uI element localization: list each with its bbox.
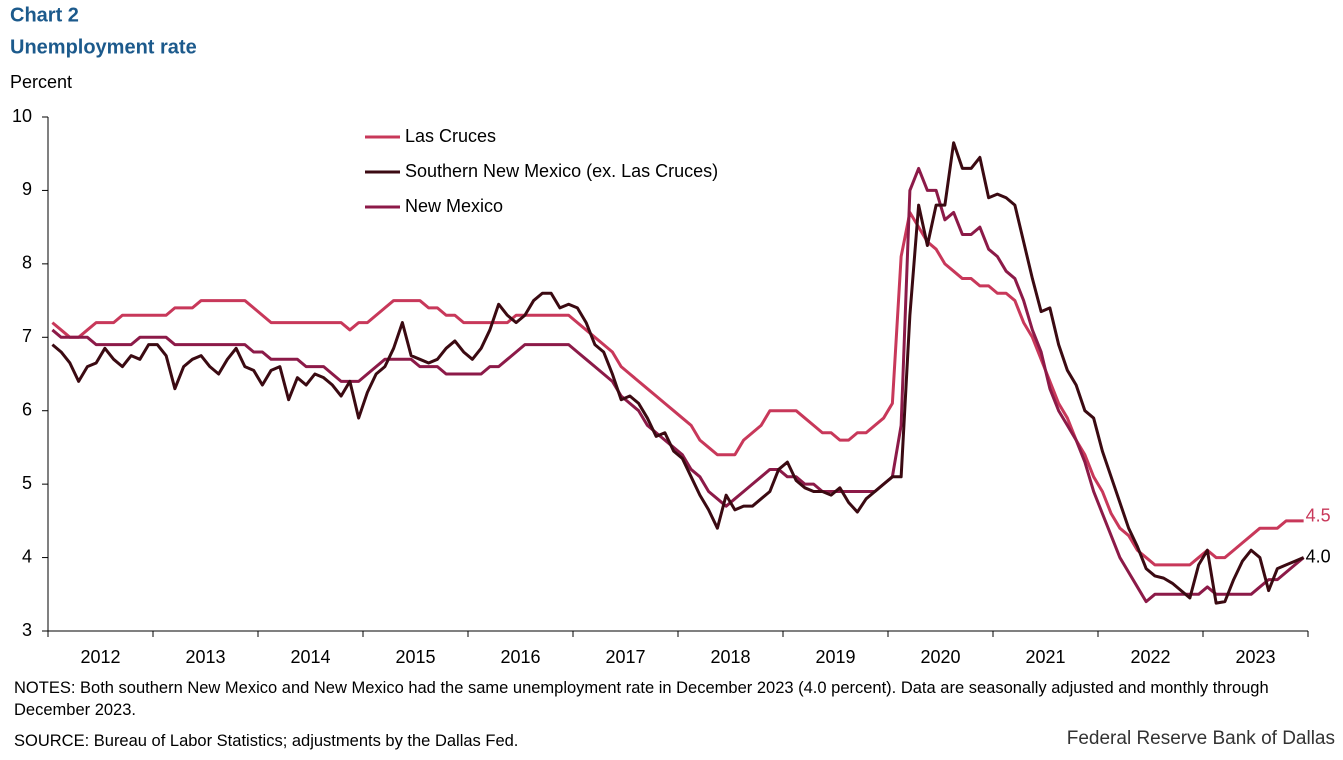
x-tick-label: 2019	[815, 647, 855, 667]
y-tick-label: 8	[22, 253, 32, 273]
y-tick-label: 4	[22, 546, 32, 566]
x-tick-label: 2022	[1130, 647, 1170, 667]
x-tick-label: 2020	[920, 647, 960, 667]
line	[51, 166, 1305, 604]
line	[51, 210, 1304, 567]
credit: Federal Reserve Bank of Dallas	[1067, 728, 1335, 749]
data-label: 4.5	[1306, 506, 1331, 526]
x-tick-label: 2013	[185, 647, 225, 667]
legend-label: Southern New Mexico (ex. Las Cruces)	[405, 161, 718, 181]
source: SOURCE: Bureau of Labor Statistics; adju…	[14, 732, 519, 750]
legend-label: New Mexico	[405, 196, 503, 216]
y-axis-label: Percent	[10, 72, 72, 92]
x-tick-label: 2021	[1025, 647, 1065, 667]
line	[51, 141, 1305, 605]
x-tick-label: 2023	[1235, 647, 1275, 667]
x-tick-label: 2014	[290, 647, 330, 667]
x-tick-label: 2015	[395, 647, 435, 667]
x-tick-label: 2016	[500, 647, 540, 667]
x-tick-label: 2018	[710, 647, 750, 667]
y-tick-label: 10	[12, 106, 32, 126]
data-label: 4.0	[1306, 546, 1331, 566]
chart-subtitle: Unemployment rate	[10, 36, 197, 58]
x-tick-label: 2012	[80, 647, 120, 667]
chart-title: Chart 2	[10, 4, 79, 26]
y-tick-label: 6	[22, 399, 32, 419]
legend-label: Las Cruces	[405, 126, 496, 146]
y-tick-label: 5	[22, 473, 32, 493]
notes: NOTES: Both southern New Mexico and New …	[14, 679, 1269, 719]
y-tick-label: 7	[22, 326, 32, 346]
x-tick-label: 2017	[605, 647, 645, 667]
y-tick-label: 3	[22, 620, 32, 640]
y-tick-label: 9	[22, 179, 32, 199]
